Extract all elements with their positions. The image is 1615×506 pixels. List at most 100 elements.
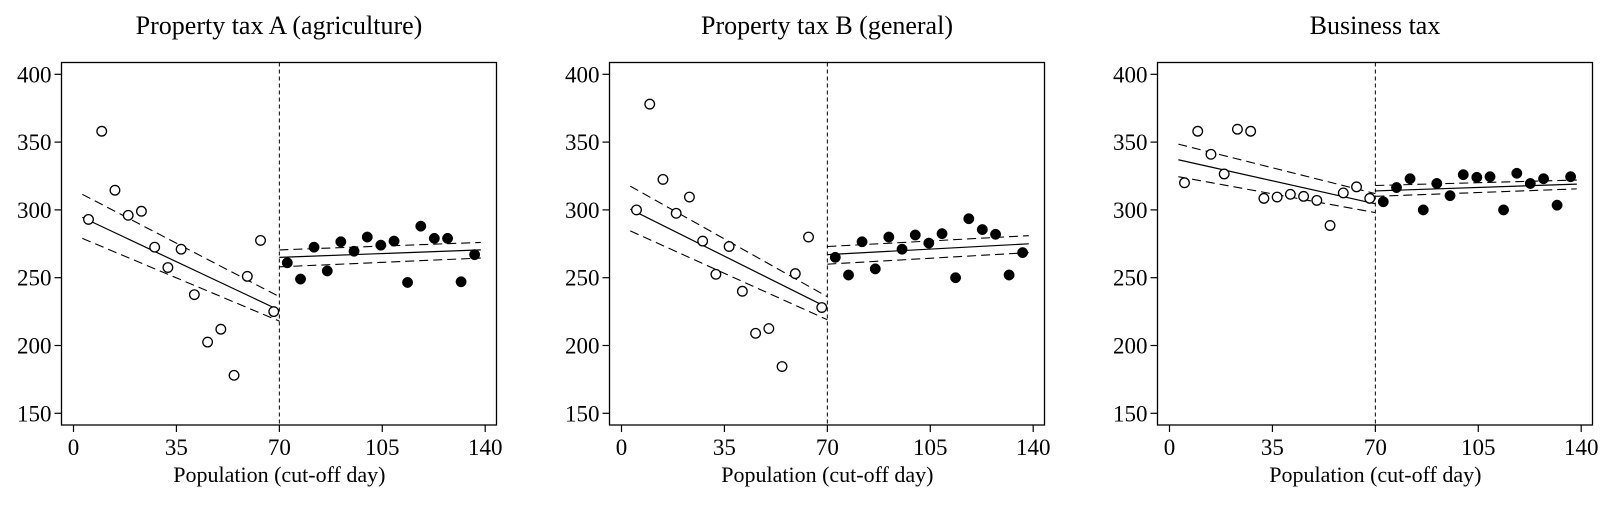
data-point-open (1271, 191, 1283, 203)
chart-panel-1: Property tax A (agriculture) 150 200 250 300… (17, 11, 502, 487)
data-point-filled (909, 229, 921, 241)
data-point-filled (1538, 173, 1550, 185)
data-point-filled (1484, 171, 1496, 183)
chart-title: Business tax (1310, 11, 1441, 40)
chart-panel-2: Property tax B (general)1502002503003504… (565, 11, 1050, 487)
data-point-open (710, 268, 722, 280)
data-point-open (644, 98, 656, 110)
data-point-open (1284, 188, 1296, 200)
data-point-open (241, 270, 253, 282)
y-tick-label: 200 (1113, 334, 1148, 359)
data-point-filled (428, 232, 440, 244)
data-point-open (631, 204, 642, 216)
data-point-filled (950, 272, 962, 284)
data-point-filled (308, 241, 320, 253)
data-point-filled (415, 220, 427, 232)
data-point-filled (402, 276, 414, 288)
data-point-open (215, 323, 227, 335)
data-point-open (135, 205, 147, 217)
data-point-filled (1003, 269, 1015, 281)
y-tick-label: 150 (565, 401, 600, 426)
y-tick-label: 400 (1113, 62, 1148, 87)
data-point-filled (869, 263, 881, 275)
x-tick-label: 0 (68, 435, 80, 460)
data-point-open (763, 323, 775, 335)
data-point-open (750, 327, 762, 339)
data-point-filled (990, 228, 1002, 240)
data-point-filled (1417, 204, 1429, 216)
x-axis-title: Population (cut-off day) (721, 462, 933, 487)
data-point-filled (1404, 173, 1416, 185)
data-point-filled (883, 231, 895, 243)
data-point-open (736, 285, 748, 297)
data-point-open (83, 213, 94, 225)
x-tick-label: 35 (713, 435, 736, 460)
data-point-filled (442, 232, 454, 244)
fit-left-line (82, 216, 280, 311)
x-tick-label: 140 (1016, 435, 1051, 460)
x-tick-label: 70 (1364, 435, 1387, 460)
data-point-filled (375, 239, 387, 251)
x-axis-title: Population (cut-off day) (1269, 462, 1481, 487)
data-point-filled (976, 224, 988, 236)
chart-title: Property tax B (general) (701, 11, 953, 40)
data-point-open (1218, 168, 1230, 180)
data-point-filled (348, 245, 360, 257)
data-point-open (1231, 123, 1243, 135)
data-point-open (1179, 177, 1190, 189)
data-point-open (1205, 148, 1217, 160)
x-tick-label: 140 (1564, 435, 1599, 460)
data-point-open (816, 302, 828, 313)
data-point-filled (455, 276, 467, 288)
ci-lower-right-line (827, 252, 1029, 265)
data-point-open (255, 234, 266, 246)
data-point-filled (829, 251, 841, 263)
y-tick-label: 250 (1113, 266, 1148, 291)
data-point-open (1324, 220, 1336, 231)
y-tick-label: 350 (565, 130, 600, 155)
ci-lower-right-line (279, 257, 481, 268)
data-point-open (1192, 125, 1204, 137)
data-point-filled (469, 249, 481, 261)
data-point-filled (1471, 171, 1483, 183)
data-point-filled (1511, 167, 1523, 179)
data-point-filled (1565, 171, 1577, 183)
y-tick-label: 150 (17, 401, 52, 426)
data-point-filled (1377, 196, 1389, 208)
y-tick-label: 400 (17, 62, 52, 87)
y-tick-label: 300 (17, 198, 52, 223)
x-tick-label: 0 (1164, 435, 1176, 460)
data-point-open (1351, 181, 1362, 193)
x-axis-title: Population (cut-off day) (173, 462, 385, 487)
data-point-filled (1431, 178, 1443, 189)
y-tick-label: 250 (17, 266, 52, 291)
data-point-filled (388, 235, 400, 247)
y-tick-label: 150 (1113, 401, 1148, 426)
x-tick-label: 140 (468, 435, 503, 460)
data-point-filled (295, 273, 306, 285)
data-point-open (228, 369, 240, 381)
ci-lower-right-line (1375, 188, 1577, 197)
x-tick-label: 105 (913, 435, 948, 460)
data-point-open (683, 191, 695, 203)
x-tick-label: 0 (616, 435, 628, 460)
data-point-filled (896, 243, 908, 255)
data-point-filled (1498, 204, 1510, 216)
data-point-filled (923, 237, 935, 249)
data-point-open (109, 184, 121, 196)
data-point-filled (361, 231, 373, 243)
data-point-filled (335, 236, 347, 248)
data-point-filled (281, 257, 293, 269)
y-tick-label: 400 (565, 62, 600, 87)
y-tick-label: 300 (1113, 198, 1148, 223)
fit-left-line (630, 208, 828, 309)
data-point-open (175, 243, 187, 255)
data-point-filled (1444, 190, 1456, 202)
data-point-open (122, 209, 134, 221)
data-point-filled (1017, 247, 1029, 259)
data-point-open (803, 231, 814, 243)
y-tick-label: 200 (565, 334, 600, 359)
fit-right-line (1375, 183, 1577, 192)
data-point-open (202, 336, 214, 348)
